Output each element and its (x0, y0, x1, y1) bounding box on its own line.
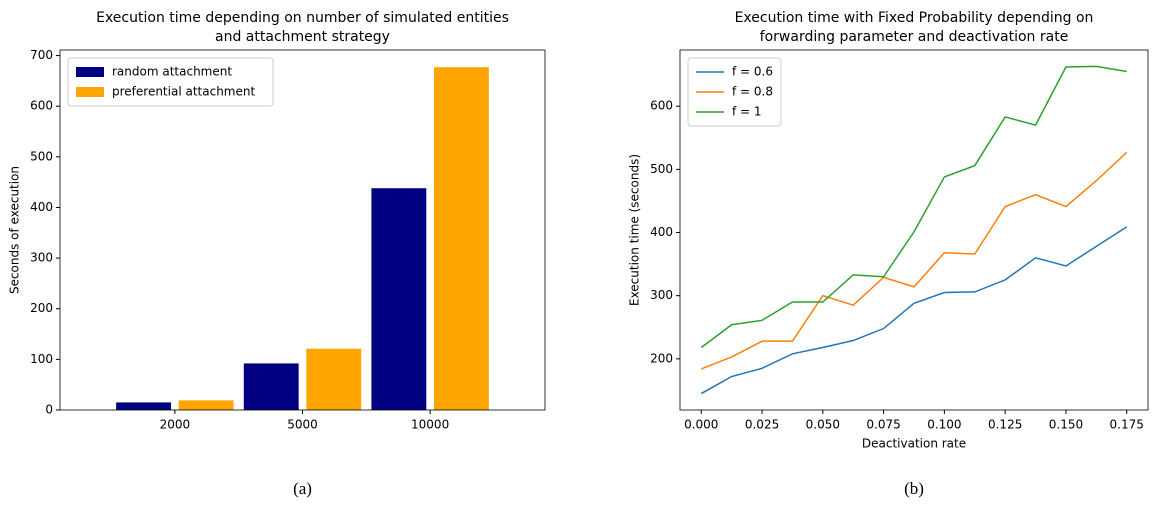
bar (243, 363, 299, 410)
y-tick-label: 600 (650, 99, 673, 113)
chart-title: Execution time depending on number of si… (96, 10, 509, 26)
bar (178, 400, 234, 410)
legend-label: f = 0.8 (732, 85, 773, 99)
caption: (b) (904, 479, 924, 498)
x-tick-label: 0.050 (806, 418, 840, 432)
bar (306, 348, 362, 410)
legend-box (67, 57, 274, 107)
chart-title: forwarding parameter and deactivation ra… (760, 29, 1069, 45)
y-tick-label: 100 (30, 352, 53, 366)
y-tick-label: 400 (650, 225, 673, 239)
x-tick-label: 10000 (411, 418, 449, 432)
x-axis-label: Deactivation rate (862, 437, 966, 451)
bar (116, 402, 172, 410)
x-tick-label: 5000 (287, 418, 318, 432)
chart-title: and attachment strategy (215, 29, 390, 45)
y-tick-label: 600 (30, 99, 53, 113)
caption: (a) (293, 479, 312, 498)
y-tick-label: 700 (30, 48, 53, 62)
legend-swatch (76, 87, 104, 97)
legend-swatch (76, 67, 104, 77)
chart-title: Execution time with Fixed Probability de… (735, 10, 1094, 26)
x-tick-label: 0.150 (1049, 418, 1083, 432)
legend-label: f = 0.6 (732, 65, 773, 79)
axes-frame (59, 49, 546, 411)
x-tick-label: 0.175 (1110, 418, 1144, 432)
axes-frame (679, 49, 1149, 411)
y-tick-label: 200 (650, 351, 673, 365)
y-tick-label: 0 (45, 403, 53, 417)
x-tick-label: 0.125 (988, 418, 1022, 432)
y-tick-label: 500 (30, 149, 53, 163)
y-tick-label: 500 (650, 162, 673, 176)
line (700, 226, 1128, 395)
line (700, 65, 1127, 349)
line (700, 151, 1128, 370)
x-tick-label: 0.000 (684, 418, 718, 432)
y-axis-label: Seconds of execution (8, 166, 22, 294)
x-tick-label: 0.100 (927, 418, 961, 432)
bar (371, 188, 427, 410)
bar (433, 67, 489, 411)
legend-label: random attachment (112, 65, 232, 79)
y-tick-label: 300 (650, 288, 673, 302)
y-axis-label: Execution time (seconds) (628, 154, 642, 306)
y-tick-label: 300 (30, 251, 53, 265)
x-tick-label: 2000 (160, 418, 191, 432)
legend-box (687, 57, 782, 127)
legend-label: preferential attachment (112, 85, 255, 99)
legend-label: f = 1 (732, 105, 762, 119)
y-tick-label: 200 (30, 301, 53, 315)
x-tick-label: 0.075 (866, 418, 900, 432)
chart: Execution time with Fixed Probability de… (628, 10, 1149, 498)
y-tick-label: 400 (30, 200, 53, 214)
x-tick-label: 0.025 (745, 418, 779, 432)
chart: Execution time depending on number of si… (8, 10, 546, 498)
